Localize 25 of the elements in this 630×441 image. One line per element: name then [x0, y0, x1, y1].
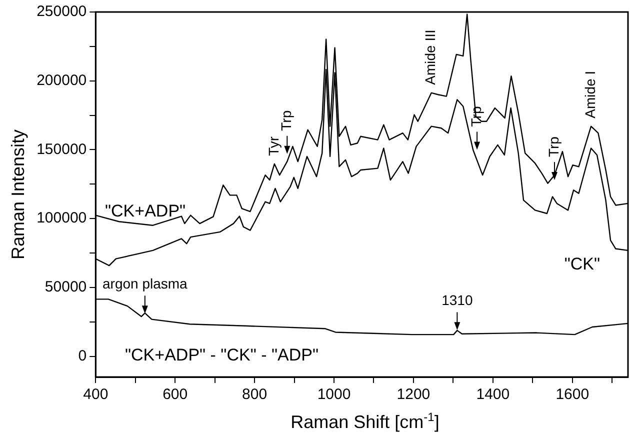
- y-tick-label: 200000: [36, 72, 87, 90]
- y-tick-label: 150000: [36, 140, 87, 158]
- annotation: argon plasma: [102, 276, 188, 292]
- annotation: Tyr: [265, 136, 282, 156]
- annotation: 1310: [442, 292, 473, 308]
- y-tick-label: 0: [78, 347, 87, 364]
- y-axis-title: Raman Intensity: [8, 129, 28, 260]
- series-label: "CK+ADP" - "CK" - "ADP": [125, 346, 318, 365]
- series-label: "CK": [564, 254, 600, 274]
- x-tick-label: 600: [162, 386, 188, 404]
- x-axis-title: Raman Shift [cm$^{-1}$]: [290, 410, 440, 433]
- y-tick-label: 100000: [36, 210, 87, 227]
- annotation: Amide I: [582, 70, 598, 118]
- x-tick-label: 800: [242, 386, 268, 404]
- x-tick-label: 1400: [476, 386, 510, 404]
- y-tick-label: 50000: [44, 278, 87, 296]
- x-tick-label: 400: [83, 386, 108, 404]
- y-tick-label: 250000: [36, 3, 87, 20]
- series-label: "CK+ADP": [105, 202, 186, 221]
- x-tick-label: 1600: [556, 386, 590, 404]
- annotation: Trp: [278, 110, 294, 131]
- annotation: Trp: [545, 136, 562, 158]
- x-tick-label: 1000: [317, 386, 351, 404]
- x-tick-label: 1200: [396, 386, 430, 404]
- annotation: Amide III: [422, 30, 438, 85]
